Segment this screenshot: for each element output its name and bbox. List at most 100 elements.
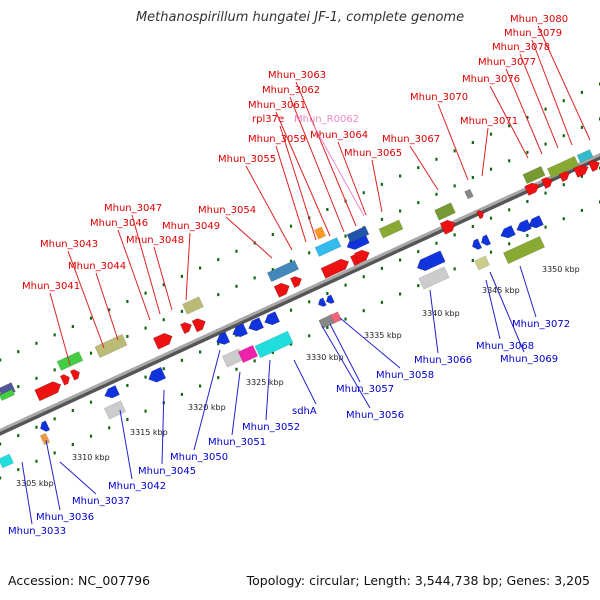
reverse-gene-arrow <box>148 366 167 383</box>
gene-feature-box <box>378 219 404 239</box>
reverse-gene-label: Mhun_3052 <box>242 422 300 433</box>
track-dot <box>89 351 93 355</box>
gene-feature-box <box>56 351 84 371</box>
gene-feature-box <box>522 165 546 185</box>
track-dot <box>162 283 165 287</box>
track-dot <box>508 208 511 212</box>
track-dot <box>362 191 365 195</box>
reverse-gene-label: Mhun_3072 <box>512 319 570 330</box>
reverse-gene-arrow <box>481 234 492 246</box>
reverse-gene-label: Mhun_3036 <box>36 512 94 523</box>
gene-feature-box <box>237 344 259 364</box>
track-dot <box>380 266 384 270</box>
forward-gene-label: Mhun_3080 <box>510 14 568 25</box>
reverse-label-leader <box>193 349 221 451</box>
track-dot <box>289 308 293 312</box>
forward-gene-label: Mhun_3067 <box>382 134 440 145</box>
track-dot <box>526 115 529 119</box>
track-dot <box>508 242 511 246</box>
track-dot <box>435 241 438 245</box>
track-dot <box>326 291 329 295</box>
forward-label-leader <box>67 250 105 349</box>
track-dot <box>71 325 74 329</box>
reverse-label-leader <box>329 323 361 383</box>
forward-gene-label: Mhun_3065 <box>344 148 402 159</box>
forward-gene-label: Mhun_3055 <box>218 154 276 165</box>
reverse-label-leader <box>265 359 271 421</box>
forward-label-leader <box>153 246 173 311</box>
gene-feature-box <box>266 259 300 283</box>
reverse-gene-label: Mhun_3050 <box>170 452 228 463</box>
track-dot <box>199 266 202 270</box>
forward-gene-arrow <box>59 374 70 386</box>
position-tick-label: 3335 kbp <box>364 331 402 340</box>
track-dot <box>126 417 129 421</box>
reverse-gene-label: Mhun_3066 <box>414 355 472 366</box>
track-dot <box>144 409 147 413</box>
track-dot <box>526 233 529 237</box>
reverse-gene-label: Mhun_3056 <box>346 410 404 421</box>
gene-feature-box <box>464 188 474 200</box>
forward-gene-arrow <box>320 258 350 279</box>
gene-feature-box <box>313 226 327 240</box>
gene-feature-box <box>474 255 490 271</box>
position-tick-label: 3320 kbp <box>188 403 226 412</box>
track-dot <box>271 351 274 355</box>
track-dot <box>471 176 474 180</box>
reverse-gene-arrow <box>216 331 231 345</box>
track-dot <box>544 107 547 111</box>
forward-label-leader <box>49 292 71 366</box>
track-dot <box>199 350 202 354</box>
forward-label-leader <box>337 141 367 216</box>
track-dot <box>253 276 256 280</box>
track-dot <box>35 376 38 380</box>
gene-feature-box <box>576 149 594 163</box>
forward-gene-label: Mhun_3044 <box>68 261 126 272</box>
forward-gene-label: Mhun_3064 <box>310 130 368 141</box>
track-dot <box>562 99 565 103</box>
track-dot <box>144 326 147 330</box>
forward-gene-arrow <box>476 210 485 220</box>
forward-gene-label: Mhun_3049 <box>162 221 220 232</box>
track-dot <box>453 233 456 237</box>
gene-feature-box <box>182 296 204 315</box>
track-dot <box>271 233 274 237</box>
reverse-label-leader <box>21 461 33 525</box>
track-dot <box>180 392 184 396</box>
track-dot <box>344 283 347 287</box>
forward-gene-arrow <box>180 322 192 334</box>
track-dot <box>344 317 347 321</box>
reverse-label-leader <box>489 271 525 353</box>
track-dot <box>308 251 311 255</box>
track-dot <box>489 167 493 171</box>
track-dot <box>399 174 402 178</box>
forward-gene-arrow <box>573 164 589 178</box>
forward-label-leader <box>225 216 273 259</box>
track-dot <box>17 350 20 354</box>
forward-label-leader <box>295 81 357 227</box>
reverse-gene-arrow <box>516 219 532 233</box>
track-dot <box>289 259 293 263</box>
track-dot <box>417 166 420 170</box>
track-dot <box>471 259 474 263</box>
track-dot <box>53 417 56 421</box>
forward-gene-label: Mhun_3079 <box>504 28 562 39</box>
reverse-gene-label: sdhA <box>292 406 317 417</box>
track-dot <box>35 459 38 463</box>
track-dot <box>580 125 584 129</box>
forward-gene-label: Mhun_3076 <box>462 74 520 85</box>
reverse-gene-label: Mhun_3042 <box>108 481 166 492</box>
reverse-gene-arrow <box>104 385 120 399</box>
gene-feature-box <box>502 235 546 265</box>
track-dot <box>162 367 165 371</box>
forward-gene-label: Mhun_3041 <box>22 281 80 292</box>
track-dot <box>399 292 402 296</box>
track-dot <box>562 134 565 138</box>
reverse-gene-arrow <box>232 323 248 338</box>
reverse-label-leader <box>429 289 439 354</box>
forward-gene-arrow <box>541 177 553 189</box>
gene-feature-box <box>346 225 370 244</box>
reverse-label-leader <box>45 439 61 511</box>
